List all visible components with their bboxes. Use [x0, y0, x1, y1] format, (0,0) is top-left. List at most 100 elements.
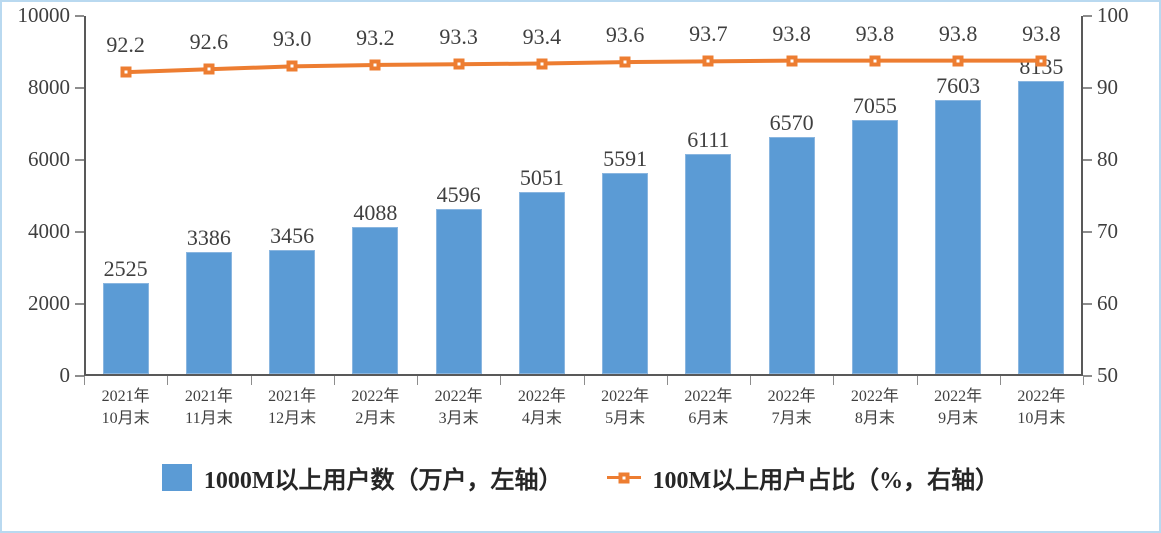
bar-value-label: 6570 [769, 110, 814, 136]
bar[interactable]: 5591 [602, 147, 649, 374]
bar-value-label: 5051 [519, 165, 564, 191]
right-tick-mark [1083, 159, 1092, 161]
x-axis-category-label: 2022年 5月末 [584, 386, 667, 429]
x-axis-category-label: 2022年 8月末 [833, 386, 916, 429]
left-tick-mark [75, 15, 84, 17]
right-axis-tick-label: 70 [1097, 219, 1118, 243]
right-axis-tick-label: 50 [1097, 363, 1118, 387]
left-axis-tick-label: 10000 [17, 3, 71, 27]
bar[interactable]: 7603 [935, 75, 982, 374]
bar-value-label: 4088 [353, 199, 398, 225]
left-axis-tick-label: 2000 [28, 291, 70, 315]
x-axis-category-label: 2021年 10月末 [84, 386, 167, 429]
right-axis-tick-label: 100 [1097, 3, 1129, 27]
x-axis-category-label: 2022年 6月末 [667, 386, 750, 429]
x-tick-mark [583, 376, 585, 385]
bar-value-label: 6111 [687, 127, 730, 153]
x-axis-category-label-line: 2021年 [184, 388, 233, 405]
bar-value-label: 3456 [270, 222, 315, 248]
left-axis-line [84, 16, 86, 376]
x-axis-category-label-line: 10月末 [1017, 409, 1066, 427]
left-tick-mark [75, 231, 84, 233]
x-axis-category-label-line: 2022年 [351, 388, 400, 405]
x-axis-category-label-line: 2022年 [767, 388, 816, 405]
bar[interactable]: 3386 [185, 227, 232, 374]
x-axis-category-label-line: 11月末 [185, 409, 233, 427]
x-tick-mark [500, 376, 502, 385]
bar[interactable]: 2525 [102, 258, 149, 374]
x-tick-mark [1083, 376, 1084, 385]
x-tick-mark [167, 376, 169, 385]
x-axis-category-label: 2021年 11月末 [167, 386, 250, 429]
x-axis-category-label-line: 2022年 [934, 388, 983, 405]
x-axis-category-label-line: 2022年 [517, 388, 566, 405]
x-axis-category-label: 2022年 7月末 [750, 386, 833, 429]
bar-value-label: 7055 [852, 93, 897, 119]
x-tick-mark [250, 376, 252, 385]
legend-label-bar-series: 1000M以上用户数（万户，左轴） [203, 468, 563, 494]
bar[interactable]: 6111 [685, 129, 732, 374]
bar-swatch-icon [161, 464, 192, 491]
bar-slot: 6111 [667, 14, 750, 374]
x-axis-category-label: 2022年 3月末 [417, 386, 500, 429]
line-marker-swatch-icon [606, 470, 641, 486]
x-axis-category-label-line: 2021年 [101, 388, 150, 405]
bar[interactable]: 5051 [518, 167, 565, 374]
x-axis-category-label-line: 7月末 [771, 409, 812, 427]
left-axis-tick-label: 0 [59, 363, 71, 387]
left-axis-tick-label: 6000 [28, 147, 70, 171]
right-axis-tick-label: 80 [1097, 147, 1118, 171]
legend-item-bar-series[interactable]: 1000M以上用户数（万户，左轴） [161, 460, 563, 495]
x-axis-category-label: 2022年 9月末 [917, 386, 1000, 429]
legend-item-line-series[interactable]: 100M以上用户占比（%，右轴） [606, 460, 1000, 495]
x-axis-category-label-line: 2022年 [1017, 388, 1066, 405]
bar-slot: 4088 [334, 14, 417, 374]
x-tick-mark [999, 376, 1001, 385]
x-tick-mark [84, 376, 85, 385]
bar-slot: 5051 [500, 14, 583, 374]
bar-slot: 2525 [84, 14, 167, 374]
bar-slot: 6570 [750, 14, 833, 374]
left-axis-tick-label: 4000 [28, 219, 70, 243]
x-axis-category-label: 2021年 12月末 [251, 386, 334, 429]
bar[interactable]: 8135 [1018, 56, 1065, 374]
bar-value-label: 7603 [936, 73, 981, 99]
bar-slot: 3386 [167, 14, 250, 374]
bar-value-label: 4596 [436, 181, 481, 207]
bar[interactable]: 3456 [269, 224, 316, 374]
bar-slot: 7055 [833, 14, 916, 374]
plot-inner: 0 2000 4000 6000 8000 10000 50 60 70 80 90 100 252… [18, 5, 1129, 386]
bar[interactable]: 6570 [768, 112, 815, 374]
x-axis-category-label-line: 10月末 [101, 409, 150, 427]
bar-value-label: 3386 [186, 225, 231, 251]
bar[interactable]: 4596 [435, 183, 482, 374]
x-tick-mark [750, 376, 751, 385]
x-axis-category-label-line: 2021年 [268, 388, 317, 405]
x-tick-mark [916, 376, 918, 385]
x-axis-labels: 2021年 10月末 2021年 11月末 2021年 12月末 2022年 2月末 2022年… [84, 386, 1083, 446]
right-tick-mark [1083, 15, 1092, 17]
bar[interactable]: 4088 [352, 201, 399, 374]
left-tick-mark [75, 375, 84, 377]
right-tick-mark [1083, 303, 1092, 305]
bar-slot: 3456 [251, 14, 334, 374]
left-tick-mark [75, 159, 84, 161]
bar-value-label: 8135 [1019, 54, 1064, 80]
x-axis-category-label-line: 12月末 [268, 409, 317, 427]
bar-slot: 8135 [1000, 14, 1083, 374]
plot-area: 0 2000 4000 6000 8000 10000 50 60 70 80 90 100 252… [18, 5, 1129, 386]
left-tick-mark [75, 87, 84, 89]
x-axis-category-label: 2022年 10月末 [1000, 386, 1083, 429]
x-tick-mark [833, 376, 835, 385]
bar[interactable]: 7055 [851, 95, 898, 374]
x-axis-category-label-line: 6月末 [688, 409, 729, 427]
legend-label-line-series: 100M以上用户占比（%，右轴） [652, 468, 1000, 494]
bar-slot: 7603 [917, 14, 1000, 374]
x-axis-category-label: 2022年 4月末 [500, 386, 583, 429]
bar-value-label: 2525 [103, 256, 148, 282]
right-tick-mark [1083, 375, 1092, 377]
right-axis-line [1081, 16, 1083, 376]
x-axis-line [84, 374, 1083, 376]
left-tick-mark [75, 303, 84, 305]
x-axis-category-label-line: 5月末 [605, 409, 646, 427]
